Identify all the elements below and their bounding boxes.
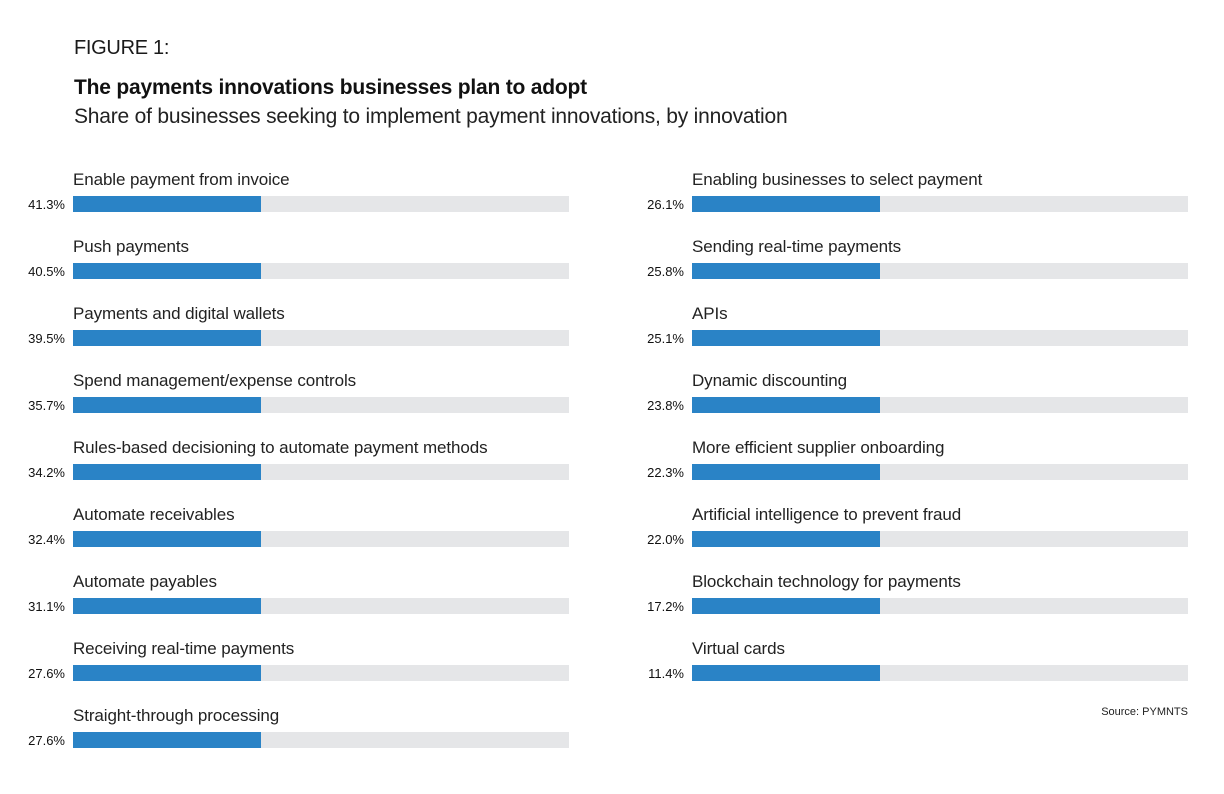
bar <box>73 330 261 346</box>
value-label: 22.0% <box>647 532 684 547</box>
value-label: 41.3% <box>28 197 65 212</box>
category-label: Enable payment from invoice <box>73 170 290 189</box>
category-label: Enabling businesses to select payment <box>692 170 983 189</box>
value-label: 17.2% <box>647 599 684 614</box>
category-label: More efficient supplier onboarding <box>692 438 945 457</box>
category-label: Virtual cards <box>692 639 785 658</box>
bar-row: Automate receivables 32.4% <box>28 505 569 565</box>
bar <box>692 598 880 614</box>
category-label: Rules-based decisioning to automate paym… <box>73 438 488 457</box>
value-label: 25.1% <box>647 331 684 346</box>
bar-row: APIs 25.1% <box>647 304 1188 364</box>
bar-track <box>692 464 1188 480</box>
value-label: 25.8% <box>647 264 684 279</box>
bar-track <box>73 531 569 547</box>
value-label: 40.5% <box>28 264 65 279</box>
category-label: APIs <box>692 304 728 323</box>
bar-row: More efficient supplier onboarding 22.3% <box>647 438 1188 498</box>
bar <box>73 263 261 279</box>
bar <box>73 598 261 614</box>
category-label: Straight-through processing <box>73 706 280 725</box>
chart-title: The payments innovations businesses plan… <box>74 76 587 99</box>
value-label: 34.2% <box>28 465 65 480</box>
value-label: 11.4% <box>648 666 684 681</box>
bar-track <box>692 330 1188 346</box>
category-label: Blockchain technology for payments <box>692 572 961 591</box>
value-label: 39.5% <box>28 331 65 346</box>
value-label: 27.6% <box>28 666 65 681</box>
bar <box>692 665 880 681</box>
bar-row: Straight-through processing 27.6% <box>28 706 569 766</box>
bar <box>692 531 880 547</box>
bar-track <box>73 397 569 413</box>
bar-row: Push payments 40.5% <box>28 237 569 297</box>
bar-track <box>73 732 569 748</box>
value-label: 22.3% <box>647 465 684 480</box>
bar <box>73 732 261 748</box>
bar-row: Sending real-time payments 25.8% <box>647 237 1188 297</box>
bar-row: Blockchain technology for payments 17.2% <box>647 572 1188 632</box>
bar-row: Payments and digital wallets 39.5% <box>28 304 569 364</box>
bar-track <box>73 665 569 681</box>
bar <box>692 263 880 279</box>
value-label: 32.4% <box>28 532 65 547</box>
bar-track <box>692 397 1188 413</box>
bar <box>692 464 880 480</box>
bar-track <box>73 330 569 346</box>
bar-row: Artificial intelligence to prevent fraud… <box>647 505 1188 565</box>
bar-track <box>692 531 1188 547</box>
bar-track <box>692 196 1188 212</box>
value-label: 26.1% <box>647 197 684 212</box>
category-label: Sending real-time payments <box>692 237 902 256</box>
bar-row: Dynamic discounting 23.8% <box>647 371 1188 431</box>
category-label: Dynamic discounting <box>692 371 847 390</box>
value-label: 35.7% <box>28 398 65 413</box>
bar-row: Rules-based decisioning to automate paym… <box>28 438 569 498</box>
bar <box>692 196 880 212</box>
category-label: Artificial intelligence to prevent fraud <box>692 505 962 524</box>
category-label: Automate payables <box>73 572 217 591</box>
bar-track <box>692 665 1188 681</box>
bar-row: Automate payables 31.1% <box>28 572 569 632</box>
bar-row: Virtual cards 11.4% <box>648 639 1188 699</box>
bar-row: Enable payment from invoice 41.3% <box>28 170 569 230</box>
bar <box>73 397 261 413</box>
category-label: Spend management/expense controls <box>73 371 357 390</box>
bar-track <box>73 196 569 212</box>
bar-row: Enabling businesses to select payment 26.… <box>647 170 1188 230</box>
bar-row: Spend management/expense controls 35.7% <box>28 371 569 431</box>
bar <box>692 330 880 346</box>
category-label: Automate receivables <box>73 505 235 524</box>
bar <box>692 397 880 413</box>
chart-subtitle: Share of businesses seeking to implement… <box>74 105 788 128</box>
bar <box>73 196 261 212</box>
value-label: 23.8% <box>647 398 684 413</box>
bar-track <box>692 598 1188 614</box>
bar-track <box>73 598 569 614</box>
source-note: Source: PYMNTS <box>1101 706 1188 718</box>
bar-track <box>73 464 569 480</box>
category-label: Receiving real-time payments <box>73 639 295 658</box>
value-label: 31.1% <box>28 599 65 614</box>
bar <box>73 665 261 681</box>
figure-number: FIGURE 1: <box>74 37 170 59</box>
category-label: Push payments <box>73 237 189 256</box>
bar-track <box>692 263 1188 279</box>
category-label: Payments and digital wallets <box>73 304 285 323</box>
bar-row: Receiving real-time payments 27.6% <box>28 639 569 699</box>
bar-track <box>73 263 569 279</box>
bar <box>73 464 261 480</box>
bar <box>73 531 261 547</box>
value-label: 27.6% <box>28 733 65 748</box>
